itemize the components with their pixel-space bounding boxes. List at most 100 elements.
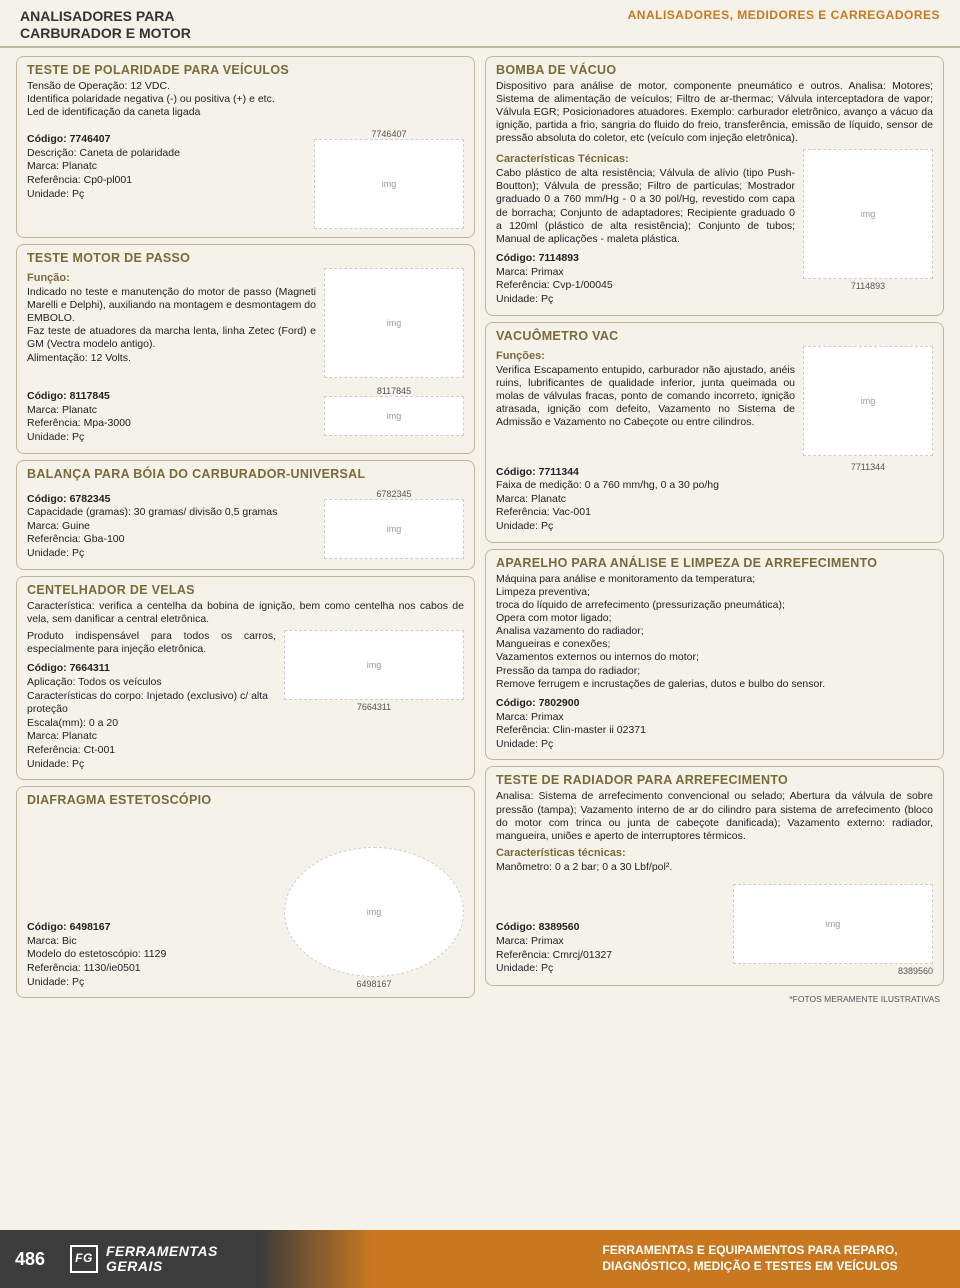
footer-right-line1: FERRAMENTAS E EQUIPAMENTOS PARA REPARO, xyxy=(602,1243,897,1259)
spec-line: Unidade: Pç xyxy=(27,758,276,772)
spec-line: Marca: Planatc xyxy=(27,404,316,418)
spec-line: Código: 7802900 xyxy=(496,697,933,711)
title-radiador: TESTE DE RADIADOR PARA ARREFECIMENTO xyxy=(496,773,933,787)
section-polaridade: TESTE DE POLARIDADE PARA VEÍCULOS Tensão… xyxy=(16,56,475,238)
section-motor-passo: TESTE MOTOR DE PASSO Função: Indicado no… xyxy=(16,244,475,454)
left-column: TESTE DE POLARIDADE PARA VEÍCULOS Tensão… xyxy=(16,56,475,1005)
header-right: ANALISADORES, MEDIDORES E CARREGADORES xyxy=(628,8,940,22)
spec-line: Referência: Cp0-pl001 xyxy=(27,174,306,188)
spec-line: Capacidade (gramas): 30 gramas/ divisão … xyxy=(27,506,316,520)
image-block-diafragma: img 6498167 xyxy=(284,847,464,989)
spec-line: Marca: Primax xyxy=(496,266,795,280)
product-image-icon: img xyxy=(324,499,464,559)
illustrative-note: *FOTOS MERAMENTE ILUSTRATIVAS xyxy=(485,994,940,1004)
spec-line: Referência: Clin-master ii 02371 xyxy=(496,724,933,738)
spec-line: Referência: Ct-001 xyxy=(27,744,276,758)
page-footer: 486 FG FERRAMENTAS GERAIS FERRAMENTAS E … xyxy=(0,1230,960,1288)
spec-line: Unidade: Pç xyxy=(496,738,933,752)
img-caption: 8117845 xyxy=(324,386,464,396)
header-left: ANALISADORES PARA CARBURADOR E MOTOR xyxy=(20,8,191,42)
spec-line: Unidade: Pç xyxy=(496,293,795,307)
body2-bomba: Cabo plástico de alta resistência; Válvu… xyxy=(496,167,795,246)
spec-line: Escala(mm): 0 a 20 xyxy=(27,717,276,731)
right-column: BOMBA DE VÁCUO Dispositivo para análise … xyxy=(485,56,944,1005)
spec-line: Aplicação: Todos os veículos xyxy=(27,676,276,690)
product-image-icon: img xyxy=(803,346,933,456)
spec-line: Unidade: Pç xyxy=(27,188,306,202)
img-caption: 7114893 xyxy=(803,281,933,291)
image-block-balanca: 6782345 img xyxy=(324,487,464,559)
title-centelhador: CENTELHADOR DE VELAS xyxy=(27,583,464,597)
section-radiador: TESTE DE RADIADOR PARA ARREFECIMENTO Ana… xyxy=(485,766,944,986)
body2-radiador: Manômetro: 0 a 2 bar; 0 a 30 Lbf/pol². xyxy=(496,861,933,874)
brand-logo-icon: FG xyxy=(70,1245,98,1273)
header-left-line1: ANALISADORES PARA xyxy=(20,8,191,25)
spec-centelhador: Código: 7664311 Aplicação: Todos os veíc… xyxy=(27,662,276,771)
product-image-icon: img xyxy=(284,847,464,977)
brand-line2: GERAIS xyxy=(106,1259,218,1274)
image-block-radiador: img 8389560 xyxy=(733,884,933,976)
title-motor-passo: TESTE MOTOR DE PASSO xyxy=(27,251,464,265)
body-motor-passo: Indicado no teste e manutenção do motor … xyxy=(27,286,316,365)
spec-line: Unidade: Pç xyxy=(496,962,725,976)
product-image-icon: img xyxy=(324,268,464,378)
img-caption: 8389560 xyxy=(733,966,933,976)
sub-bomba: Características Técnicas: xyxy=(496,153,795,165)
image-block-motor-passo: img xyxy=(324,268,464,378)
title-polaridade: TESTE DE POLARIDADE PARA VEÍCULOS xyxy=(27,63,464,77)
spec-line: Unidade: Pç xyxy=(27,976,276,990)
spec-line: Código: 7664311 xyxy=(27,662,276,676)
spec-line: Código: 7746407 xyxy=(27,133,306,147)
sub-motor-passo: Função: xyxy=(27,272,316,284)
product-image-icon: img xyxy=(324,396,464,436)
spec-line: Faixa de medição: 0 a 760 mm/hg, 0 a 30 … xyxy=(496,479,795,493)
product-image-icon: img xyxy=(803,149,933,279)
spec-line: Referência: Vac-001 xyxy=(496,506,795,520)
spec-line: Referência: Mpa-3000 xyxy=(27,417,316,431)
img-caption: 6498167 xyxy=(284,979,464,989)
spec-diafragma: Código: 6498167 Marca: Bic Modelo do est… xyxy=(27,921,276,989)
brand-line1: FERRAMENTAS xyxy=(106,1244,218,1259)
spec-line: Marca: Guine xyxy=(27,520,316,534)
spec-line: Referência: 1130/ie0501 xyxy=(27,962,276,976)
spec-line: Código: 7114893 xyxy=(496,252,795,266)
sub-radiador: Características técnicas: xyxy=(496,847,933,859)
spec-line: Marca: Planatc xyxy=(27,160,306,174)
section-balanca: BALANÇA PARA BÓIA DO CARBURADOR-UNIVERSA… xyxy=(16,460,475,570)
title-bomba: BOMBA DE VÁCUO xyxy=(496,63,933,77)
spec-vacuometro: Código: 7711344 Faixa de medição: 0 a 76… xyxy=(496,466,795,534)
spec-line: Código: 6498167 xyxy=(27,921,276,935)
image-block-bomba: img 7114893 xyxy=(803,149,933,291)
body-polaridade: Tensão de Operação: 12 VDC. Identifica p… xyxy=(27,80,464,119)
section-diafragma: DIAFRAGMA ESTETOSCÓPIO Código: 6498167 M… xyxy=(16,786,475,998)
product-image-icon: img xyxy=(733,884,933,964)
section-vacuometro: VACUÔMETRO VAC Funções: Verifica Escapam… xyxy=(485,322,944,543)
body-radiador: Analisa: Sistema de arrefecimento conven… xyxy=(496,790,933,843)
product-image-icon: img xyxy=(284,630,464,700)
image-block-vacuometro: img xyxy=(803,346,933,456)
content-columns: TESTE DE POLARIDADE PARA VEÍCULOS Tensão… xyxy=(0,48,960,1005)
spec-bomba: Código: 7114893 Marca: Primax Referência… xyxy=(496,252,795,307)
spec-line: Marca: Primax xyxy=(496,935,725,949)
img-caption: 7746407 xyxy=(314,129,464,139)
spec-line: Referência: Cvp-1/00045 xyxy=(496,279,795,293)
img-caption: 7664311 xyxy=(284,702,464,712)
image-block-polaridade: 7746407 img xyxy=(314,127,464,229)
title-diafragma: DIAFRAGMA ESTETOSCÓPIO xyxy=(27,793,464,807)
spec-line: Código: 6782345 xyxy=(27,493,316,507)
footer-brand: FG FERRAMENTAS GERAIS xyxy=(60,1230,260,1288)
section-bomba: BOMBA DE VÁCUO Dispositivo para análise … xyxy=(485,56,944,316)
body-vacuometro: Verifica Escapamento entupido, carburado… xyxy=(496,364,795,430)
title-vacuometro: VACUÔMETRO VAC xyxy=(496,329,933,343)
spec-line: Referência: Gba-100 xyxy=(27,533,316,547)
spec-line: Código: 8117845 xyxy=(27,390,316,404)
spec-line: Código: 7711344 xyxy=(496,466,795,480)
spec-line: Características do corpo: Injetado (excl… xyxy=(27,690,276,717)
page-header: ANALISADORES PARA CARBURADOR E MOTOR ANA… xyxy=(0,0,960,48)
spec-line: Unidade: Pç xyxy=(496,520,795,534)
spec-radiador: Código: 8389560 Marca: Primax Referência… xyxy=(496,921,725,976)
spec-line: Marca: Primax xyxy=(496,711,933,725)
spec-balanca: Código: 6782345 Capacidade (gramas): 30 … xyxy=(27,493,316,561)
spec-line: Unidade: Pç xyxy=(27,431,316,445)
page-number: 486 xyxy=(0,1230,60,1288)
